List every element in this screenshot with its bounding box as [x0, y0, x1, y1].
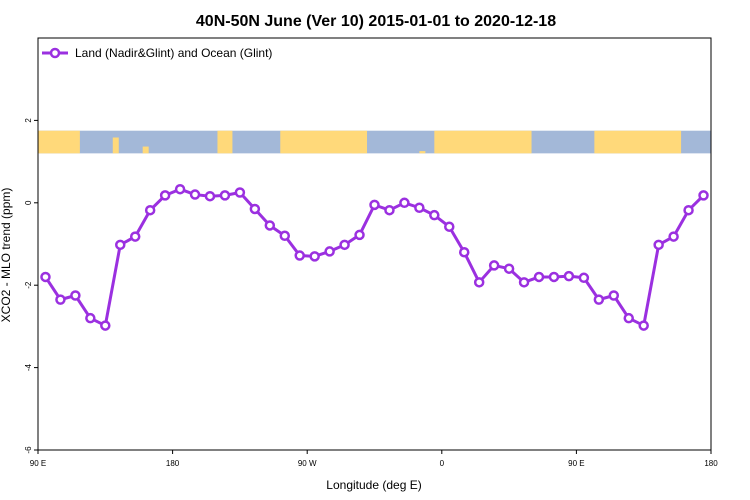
- data-point: [324, 246, 335, 257]
- map-land-detail: [352, 148, 359, 154]
- map-strip: [38, 130, 711, 154]
- map-ocean: [39, 130, 711, 154]
- x-axis-label: Longitude (deg E): [326, 478, 421, 492]
- x-tick-label: 90 E: [568, 459, 584, 468]
- data-point: [144, 204, 156, 216]
- map-land: [594, 130, 682, 154]
- data-point: [384, 204, 395, 216]
- map-land-detail: [112, 137, 119, 154]
- data-point: [414, 202, 425, 213]
- data-point: [638, 320, 649, 331]
- map-land: [38, 130, 80, 154]
- data-point: [369, 199, 380, 211]
- y-axis: -6 -4 -2 0 2: [24, 118, 38, 454]
- map-land: [280, 130, 368, 154]
- data-point: [279, 230, 291, 242]
- data-point: [578, 272, 590, 284]
- series-group: [40, 183, 709, 331]
- data-point: [623, 312, 634, 324]
- data-point: [668, 231, 679, 242]
- map-land: [217, 130, 233, 154]
- y-tick-label: -4: [24, 363, 33, 371]
- map-land-detail: [142, 146, 149, 154]
- data-point: [264, 220, 276, 231]
- data-point: [354, 229, 365, 241]
- x-tick-label: 90 E: [30, 459, 46, 468]
- data-point: [55, 294, 66, 305]
- data-point: [85, 312, 96, 324]
- data-point: [563, 270, 575, 282]
- data-point: [399, 197, 410, 209]
- data-point: [339, 239, 350, 251]
- y-tick-label: -2: [24, 281, 33, 289]
- legend-marker-swatch: [49, 47, 61, 59]
- legend: Land (Nadir&Glint) and Ocean (Glint): [42, 46, 272, 60]
- legend-entry: Land (Nadir&Glint) and Ocean (Glint): [75, 46, 272, 60]
- data-point: [189, 189, 201, 200]
- data-point: [174, 183, 186, 195]
- map-land: [434, 130, 532, 154]
- x-tick-label: 180: [166, 459, 180, 468]
- data-point: [204, 190, 216, 202]
- y-tick-label: 2: [24, 118, 33, 123]
- x-tick-label: 0: [440, 459, 445, 468]
- data-point: [608, 290, 620, 301]
- data-point: [219, 190, 231, 201]
- data-point: [40, 271, 51, 283]
- data-point: [548, 271, 560, 283]
- data-point: [429, 209, 440, 221]
- y-axis-label: XCO2 - MLO trend (ppm): [0, 188, 13, 323]
- data-point: [503, 263, 515, 274]
- x-axis: 90 E 180 90 W 0 90 E 180: [30, 450, 718, 468]
- data-point: [159, 190, 171, 201]
- data-point: [115, 239, 126, 251]
- data-point: [518, 277, 530, 288]
- x-tick-label: 90 W: [298, 459, 317, 468]
- plot-frame: [37, 37, 712, 451]
- data-point: [100, 320, 111, 331]
- map-land-detail: [419, 151, 426, 154]
- data-point: [70, 290, 81, 301]
- x-tick-label: 180: [704, 459, 718, 468]
- data-point: [444, 221, 455, 232]
- chart-title: 40N-50N June (Ver 10) 2015-01-01 to 2020…: [196, 13, 556, 30]
- data-point: [533, 271, 545, 283]
- data-point: [309, 251, 320, 262]
- data-point: [458, 246, 470, 258]
- data-point: [473, 277, 485, 288]
- data-point: [683, 204, 694, 216]
- data-point: [593, 294, 605, 305]
- y-tick-label: 0: [24, 200, 33, 205]
- data-point: [653, 239, 664, 251]
- y-tick-label: -6: [24, 446, 33, 454]
- data-point: [294, 250, 305, 261]
- data-point: [234, 187, 246, 198]
- data-point: [488, 260, 500, 271]
- data-point: [129, 231, 141, 242]
- data-point: [249, 203, 261, 215]
- data-point: [698, 190, 709, 201]
